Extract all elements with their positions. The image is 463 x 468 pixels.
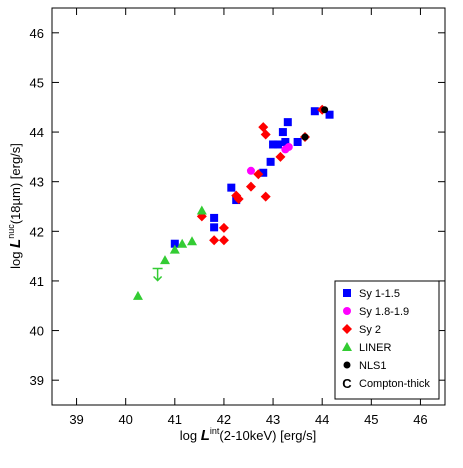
point (177, 238, 188, 248)
point (253, 169, 264, 180)
point (321, 106, 329, 114)
point (325, 110, 334, 119)
x-tick-label: 41 (168, 412, 182, 427)
legend-marker (343, 289, 351, 297)
point (187, 236, 198, 246)
point (310, 107, 319, 116)
point (227, 183, 236, 192)
y-tick-label: 41 (30, 274, 44, 289)
x-tick-label: 43 (266, 412, 280, 427)
point (283, 118, 292, 127)
x-tick-label: 42 (217, 412, 231, 427)
legend-marker (343, 361, 351, 369)
y-axis-label: log Lnuc(18µm) [erg/s] (6, 143, 24, 269)
legend-label: Compton-thick (359, 378, 430, 390)
label-sup: nuc (6, 224, 16, 239)
point (266, 157, 275, 166)
point (246, 166, 255, 175)
legend-label: Sy 1-1.5 (359, 288, 400, 300)
x-tick-label: 45 (364, 412, 378, 427)
point (170, 239, 179, 248)
legend-label: Sy 2 (359, 324, 381, 336)
legend-label: LINER (359, 342, 391, 354)
legend: Sy 1-1.5 Sy 1.8-1.9 Sy 2 LINER NLS1 C Compton-… (334, 280, 440, 400)
point (132, 290, 143, 300)
plot-frame (51, 7, 446, 406)
x-axis-label: log Lint(2-10keV) [erg/s] (180, 426, 316, 444)
point (218, 222, 229, 233)
y-tick-label: 40 (30, 324, 44, 339)
point (209, 235, 220, 246)
point (210, 223, 219, 232)
y-tick-label: 42 (30, 224, 44, 239)
point (284, 142, 293, 151)
label-symbol: L (7, 239, 24, 248)
label-sup: int (210, 426, 220, 436)
legend-label: NLS1 (359, 360, 387, 372)
point (218, 235, 229, 246)
point (269, 140, 278, 149)
y-tick-label: 46 (30, 26, 44, 41)
point (259, 168, 268, 177)
x-tick-label: 46 (413, 412, 427, 427)
point (278, 128, 287, 137)
point (258, 122, 269, 133)
point (260, 129, 271, 140)
point (281, 137, 290, 146)
point (293, 137, 302, 146)
y-tick-label: 39 (30, 373, 44, 388)
x-tick-label: 40 (118, 412, 132, 427)
point (210, 213, 219, 222)
legend-marker (342, 324, 352, 334)
legend-marker: C (342, 376, 352, 391)
legend-label: Sy 1.8-1.9 (359, 306, 409, 318)
legend-box (334, 280, 440, 400)
label-part: log (8, 248, 23, 269)
point (196, 205, 207, 215)
point (233, 194, 244, 205)
point (273, 140, 282, 149)
point (301, 133, 309, 141)
x-tick-label: 44 (315, 412, 329, 427)
point (159, 255, 170, 265)
point (275, 151, 286, 162)
point (260, 191, 271, 202)
label-part: (2-10keV) [erg/s] (219, 428, 316, 443)
point (245, 181, 256, 192)
label-part: (18µm) [erg/s] (8, 143, 23, 224)
point (169, 244, 180, 254)
label-part: log (180, 428, 201, 443)
y-tick-label: 43 (30, 175, 44, 190)
upper-limit (152, 267, 163, 282)
y-tick-label: 45 (30, 75, 44, 90)
legend-marker (343, 307, 351, 315)
y-tick-label: 44 (30, 125, 44, 140)
legend-marker (342, 342, 352, 351)
label-symbol: L (201, 427, 210, 444)
x-tick-label: 39 (69, 412, 83, 427)
